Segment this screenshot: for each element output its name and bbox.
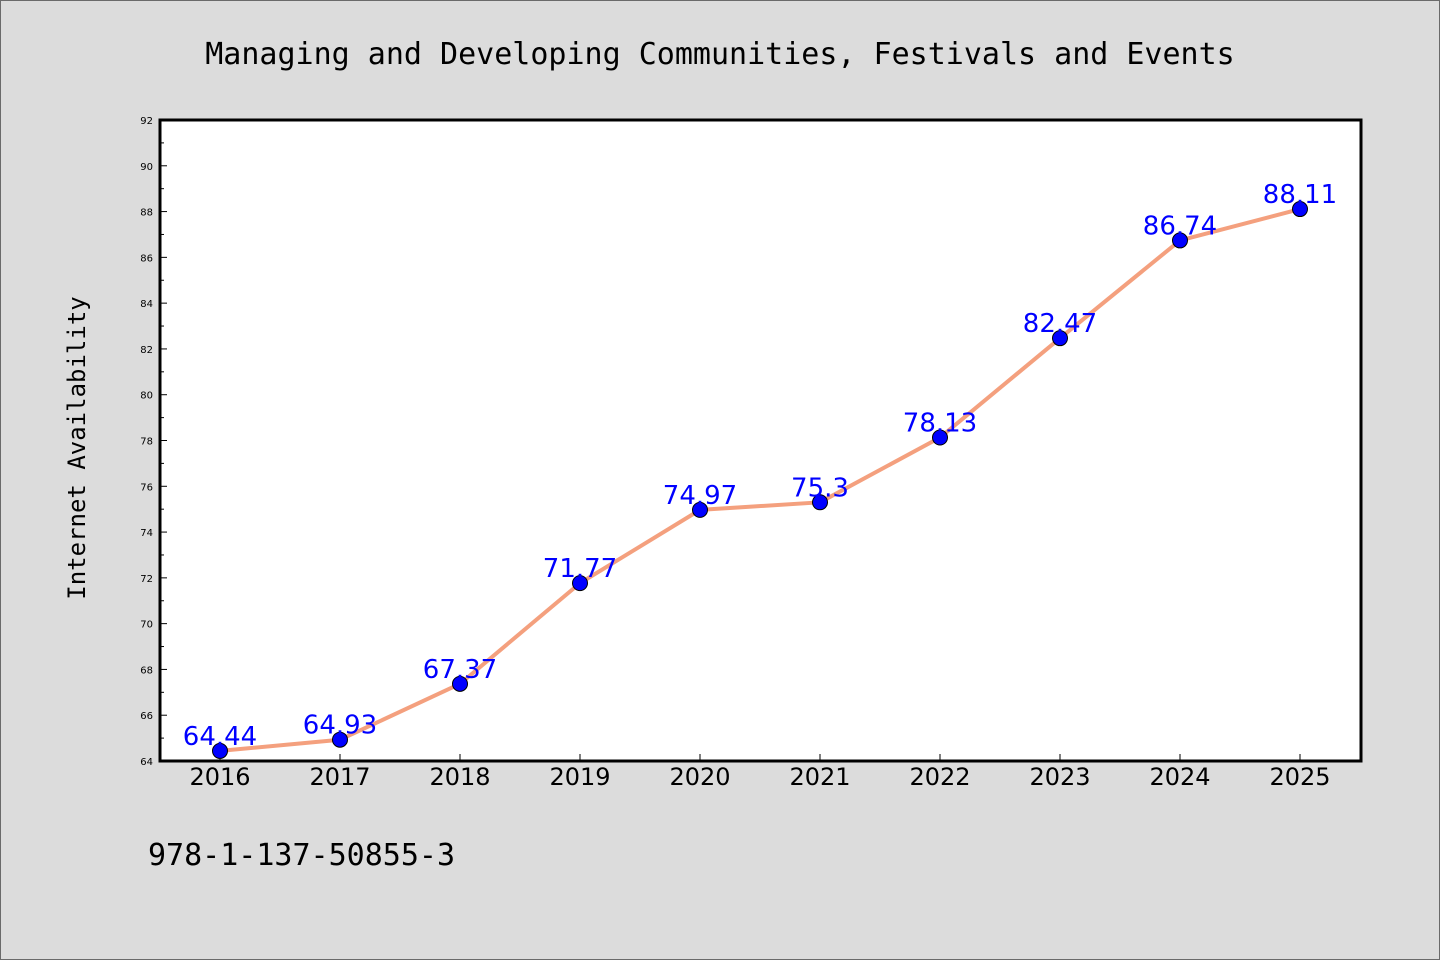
data-point xyxy=(452,675,468,692)
x-tick-label: 2020 xyxy=(669,763,730,791)
footer-isbn: 978-1-137-50855-3 xyxy=(148,838,455,873)
y-axis-label: Internet Availability xyxy=(63,296,91,599)
data-label: 74.97 xyxy=(663,481,737,511)
y-axis-ticks: 64 66 68 70 72 74 76 78 80 82 84 86 88 90 92 xyxy=(140,116,167,768)
x-tick-label: 2021 xyxy=(789,763,850,791)
y-tick-label: 80 xyxy=(140,391,153,402)
data-label: 67.37 xyxy=(423,655,497,685)
data-label: 64.93 xyxy=(303,711,377,741)
data-point xyxy=(332,731,348,748)
data-point xyxy=(692,501,708,518)
x-tick-label: 2019 xyxy=(549,763,610,791)
y-tick-label: 72 xyxy=(140,574,153,585)
chart-title: Managing and Developing Communities, Fes… xyxy=(205,37,1235,72)
data-point xyxy=(1292,201,1308,218)
y-tick-label: 68 xyxy=(140,665,153,676)
data-label: 64.44 xyxy=(183,722,257,752)
y-tick-label: 74 xyxy=(140,528,153,539)
y-tick-label: 92 xyxy=(140,116,153,127)
x-tick-label: 2024 xyxy=(1149,763,1210,791)
data-label: 75.3 xyxy=(791,473,849,503)
y-tick-label: 82 xyxy=(140,345,153,356)
y-tick-label: 70 xyxy=(140,620,153,631)
plot-area xyxy=(158,118,1363,763)
data-point xyxy=(812,494,828,511)
data-point xyxy=(572,575,588,592)
y-tick-label: 66 xyxy=(140,711,153,722)
x-tick-label: 2023 xyxy=(1029,763,1090,791)
data-point xyxy=(1172,232,1188,249)
x-axis-ticks: 2016 2017 2018 2019 2020 2021 2022 2023 2024 2025 xyxy=(189,754,1331,791)
data-label: 78.13 xyxy=(903,409,977,439)
y-tick-label: 86 xyxy=(140,253,153,264)
data-point xyxy=(932,429,948,446)
data-label: 88.11 xyxy=(1263,180,1337,210)
series-layer: 64.44 64.93 67.37 71.77 74.97 75.3 78.13 82.47 8… xyxy=(183,180,1337,759)
x-tick-label: 2022 xyxy=(909,763,970,791)
data-label: 71.77 xyxy=(543,554,617,584)
y-tick-label: 90 xyxy=(140,162,153,173)
x-tick-label: 2018 xyxy=(429,763,490,791)
y-tick-label: 88 xyxy=(140,208,153,219)
data-label: 82.47 xyxy=(1023,309,1097,339)
x-tick-label: 2016 xyxy=(189,763,250,791)
x-tick-label: 2025 xyxy=(1269,763,1330,791)
y-tick-label: 76 xyxy=(140,482,153,493)
data-label: 86.74 xyxy=(1143,211,1217,241)
y-tick-label: 64 xyxy=(140,757,153,768)
x-tick-label: 2017 xyxy=(309,763,370,791)
y-tick-label: 84 xyxy=(140,299,153,310)
series-line xyxy=(219,207,1301,753)
data-point xyxy=(212,742,228,759)
data-point xyxy=(1052,330,1068,347)
y-tick-label: 78 xyxy=(140,437,153,448)
